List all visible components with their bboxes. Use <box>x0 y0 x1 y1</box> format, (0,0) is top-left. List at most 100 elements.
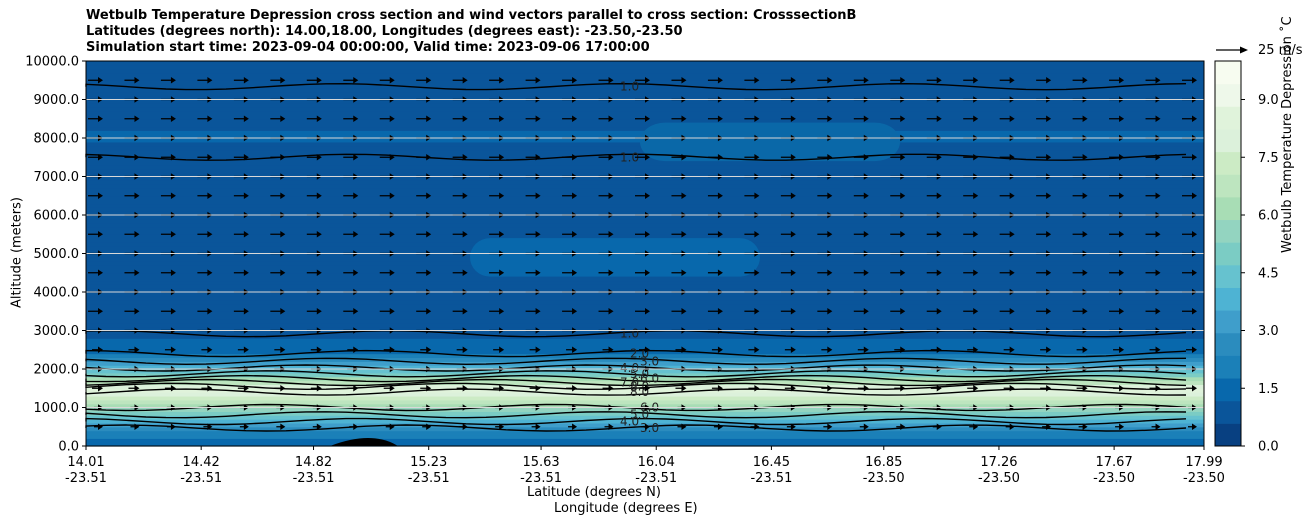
wind-vector-arrow <box>1182 115 1197 122</box>
x-tick-label-lat: 17.99 <box>1185 455 1222 470</box>
wind-vector-arrow <box>416 269 432 276</box>
wind-vector-arrow <box>930 346 942 353</box>
wind-vector-arrow <box>379 192 395 199</box>
wind-vector-arrow <box>967 346 979 353</box>
wind-vector-arrow <box>452 308 468 315</box>
wind-vector-arrow <box>817 77 833 84</box>
wind-vector-arrow <box>233 231 249 238</box>
colorbar-swatch <box>1215 400 1241 424</box>
x-tick-label-lat: 14.82 <box>295 455 332 470</box>
wind-vector-arrow <box>1072 308 1088 315</box>
x-tick-label-lat: 16.04 <box>638 455 675 470</box>
contour-line <box>85 378 1187 387</box>
wind-vector-arrow <box>416 154 432 161</box>
colorbar-tick-label: 1.5 <box>1258 382 1279 397</box>
wind-vector-arrow <box>963 269 979 276</box>
field-band <box>86 284 1204 289</box>
wind-vector-arrow <box>1036 308 1052 315</box>
wind-vector-arrow <box>310 385 322 392</box>
field-band <box>86 84 1204 89</box>
wind-vector-arrow <box>197 192 213 199</box>
wind-vector-arrow <box>890 115 906 122</box>
colorbar-tick-label: 3.0 <box>1258 324 1279 339</box>
contour-line <box>85 370 1187 378</box>
contour-line <box>85 388 1187 396</box>
wind-vector-arrow <box>1072 269 1088 276</box>
colorbar-swatch <box>1215 310 1241 334</box>
field-band <box>86 161 1204 166</box>
wind-vector-arrow <box>1115 423 1125 430</box>
contour-label: 3.0 <box>640 354 659 368</box>
colorbar-swatch <box>1215 174 1241 198</box>
wind-vector-arrow <box>379 269 395 276</box>
wind-vector-arrow <box>1182 231 1197 238</box>
field-band <box>86 430 1204 436</box>
field-band <box>86 122 1204 128</box>
wind-vector-arrow <box>306 77 322 84</box>
wind-vector-arrow <box>1109 115 1125 122</box>
wind-vector-arrow <box>343 308 359 315</box>
y-tick-label: 2000.0 <box>34 363 80 378</box>
wind-vector-arrow <box>748 385 760 392</box>
y-tick-label: 1000.0 <box>34 401 80 416</box>
wind-vector-arrow <box>233 192 249 199</box>
wind-vector-arrow <box>930 385 942 392</box>
wind-vector-arrow <box>233 77 249 84</box>
wind-vector-arrow <box>707 269 723 276</box>
wind-vector-arrow <box>748 346 760 353</box>
wind-vector-arrow <box>529 385 541 392</box>
wind-vector-arrow <box>602 385 614 392</box>
contour-line <box>85 364 1187 372</box>
wind-vector-arrow <box>493 346 505 353</box>
field-band <box>86 184 1204 189</box>
colorbar-swatch <box>1215 61 1241 85</box>
wind-vector-arrow <box>853 154 869 161</box>
wind-vector-arrow <box>197 231 213 238</box>
wind-vector-arrow <box>379 154 395 161</box>
wind-vector-arrow <box>203 423 213 430</box>
wind-vector-arrow <box>675 346 687 353</box>
wind-vector-arrow <box>999 308 1015 315</box>
colorbar-swatch <box>1215 355 1241 379</box>
wind-vector-arrow <box>1036 115 1052 122</box>
wind-vector-arrow <box>562 192 578 199</box>
wind-vector-arrow <box>124 77 140 84</box>
wind-vector-arrow <box>711 346 723 353</box>
field-band <box>86 318 1204 324</box>
wind-vector-arrow <box>1145 77 1161 84</box>
field-band <box>86 334 1204 339</box>
wind-vector-arrow <box>926 308 942 315</box>
wind-vector-arrow <box>1072 231 1088 238</box>
wind-vector-arrow <box>201 346 213 353</box>
wind-vector-arrow <box>744 308 760 315</box>
wind-vector-arrow <box>1109 231 1125 238</box>
wind-vector-arrow <box>780 115 796 122</box>
wind-vector-arrow <box>88 192 103 199</box>
colorbar-swatch <box>1215 83 1241 107</box>
wind-vector-arrow <box>1182 154 1197 161</box>
contour-label: 4.0 <box>620 361 639 375</box>
wind-vector-arrow <box>343 154 359 161</box>
wind-vector-arrow <box>201 385 213 392</box>
field-band <box>86 353 1204 359</box>
wind-vector-arrow <box>1072 115 1088 122</box>
wind-vector-arrow <box>713 423 723 430</box>
wind-vector-arrow <box>166 423 176 430</box>
wind-vector-arrow <box>420 385 432 392</box>
x-axis-label-latitude: Latitude (degrees N) <box>527 485 661 500</box>
wind-vector-arrow <box>489 154 505 161</box>
wind-vector-arrow <box>1042 423 1052 430</box>
wind-vector-arrow <box>963 192 979 199</box>
wind-vector-arrow <box>525 154 541 161</box>
wind-vector-arrow <box>784 346 796 353</box>
wind-vector-arrow <box>562 115 578 122</box>
wind-vector-arrow <box>926 77 942 84</box>
wind-vector-arrow <box>926 115 942 122</box>
wind-vector-arrow <box>821 346 833 353</box>
y-tick-label: 3000.0 <box>34 324 80 339</box>
wind-vector-arrow <box>999 192 1015 199</box>
field-band <box>86 64 1204 70</box>
wind-vector-arrow <box>1072 77 1088 84</box>
chart-title-line-3: Simulation start time: 2023-09-04 00:00:… <box>86 40 650 55</box>
field-band <box>86 222 1204 228</box>
